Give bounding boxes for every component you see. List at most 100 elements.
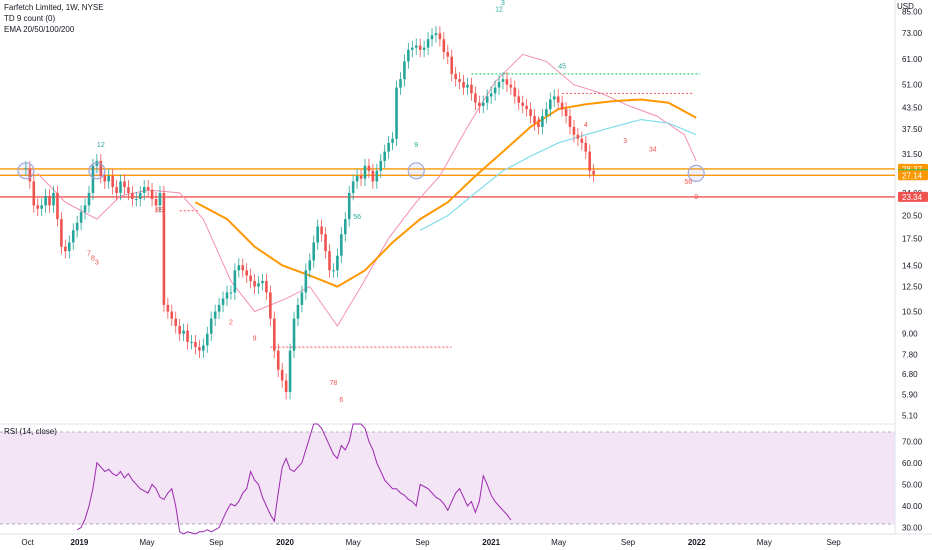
- rsi-band: [0, 432, 895, 524]
- candle-body: [308, 260, 312, 271]
- candle-body: [336, 255, 339, 271]
- candle-body: [568, 116, 572, 127]
- candle-body: [273, 318, 276, 351]
- time-axis-label: 2020: [276, 538, 294, 547]
- td-count-buy: 4: [537, 118, 541, 125]
- td-count-buy: 3: [95, 259, 99, 266]
- candle-body: [316, 226, 319, 243]
- candle-body: [28, 168, 32, 182]
- td-count-buy: 34: [649, 147, 657, 154]
- candle-body: [446, 52, 450, 57]
- candle-body: [560, 102, 564, 110]
- candle-body: [178, 325, 181, 334]
- candle-body: [48, 195, 51, 206]
- candle-body: [359, 176, 363, 179]
- circle-marker: [687, 164, 705, 182]
- td-count-buy: 78: [330, 380, 338, 387]
- candle-body: [481, 102, 485, 106]
- price-axis-tick: 7.80: [902, 350, 918, 359]
- candle-body: [513, 87, 517, 97]
- td-count-buy: 6: [339, 397, 343, 404]
- candle-body: [541, 116, 544, 127]
- candle-body: [67, 242, 71, 252]
- candle-body: [99, 160, 103, 177]
- candle-body: [343, 219, 347, 235]
- candle-body: [123, 181, 126, 188]
- candle-body: [363, 165, 367, 179]
- candle-body: [509, 84, 513, 88]
- time-axis-label: 2022: [688, 538, 706, 547]
- candle-body: [131, 192, 134, 200]
- candle-body: [138, 192, 142, 200]
- candle-body: [304, 270, 308, 293]
- candle-body: [478, 102, 481, 106]
- td-count-sell: 45: [558, 64, 566, 71]
- ema-label: EMA 20/50/100/200: [4, 25, 75, 34]
- candle-body: [300, 292, 304, 305]
- time-axis-label: May: [139, 538, 154, 547]
- price-axis: 85.0073.0061.0051.0043.5037.5031.5024.00…: [902, 7, 923, 420]
- candle-body: [150, 189, 154, 200]
- candle-body: [56, 192, 59, 220]
- price-tag: [898, 191, 928, 202]
- candle-body: [257, 283, 260, 287]
- candle-body: [209, 318, 213, 334]
- td-count-buy: 8: [91, 255, 95, 262]
- rsi-axis-tick: 70.00: [902, 437, 923, 446]
- candle-body: [552, 96, 556, 100]
- horizontal-levels: [0, 168, 895, 198]
- candle-body: [320, 226, 323, 235]
- candle-body: [205, 333, 209, 346]
- time-axis-label: Sep: [621, 538, 636, 547]
- candle-body: [572, 126, 576, 135]
- candle-body: [521, 102, 524, 106]
- candle-body: [32, 181, 36, 206]
- candle-body: [142, 187, 146, 193]
- time-axis-label: May: [551, 538, 566, 547]
- candle-body: [497, 81, 501, 88]
- price-axis-tick: 6.80: [902, 370, 918, 379]
- candle-body: [40, 205, 43, 209]
- candle-body: [450, 56, 454, 74]
- candle-body: [529, 109, 532, 117]
- rsi-axis-tick: 60.00: [902, 459, 923, 468]
- candle-body: [387, 142, 390, 152]
- candle-body: [584, 142, 588, 152]
- candle-body: [269, 292, 272, 319]
- candle-body: [462, 81, 465, 88]
- candle-body: [351, 181, 355, 193]
- price-axis-tick: 10.50: [902, 308, 923, 317]
- candle-body: [332, 270, 335, 272]
- candle-body: [434, 33, 438, 36]
- candle-body: [466, 84, 469, 88]
- rsi-axis: 70.00 60.00 50.00 40.00 30.00: [902, 437, 923, 532]
- candle-body: [438, 33, 442, 40]
- ema50-line: [194, 98, 697, 288]
- candle-body: [241, 265, 245, 271]
- candle-body: [537, 123, 540, 127]
- candle-body: [292, 318, 296, 351]
- td-count-sell: 12: [495, 6, 503, 13]
- td-count-buy: 2: [229, 319, 233, 326]
- td-count-sell: 3: [501, 0, 505, 7]
- candle-body: [458, 79, 461, 82]
- candle-body: [501, 79, 505, 82]
- candle-body: [229, 292, 233, 294]
- td-count-buy: 3: [623, 138, 627, 145]
- price-axis-tick: 31.50: [902, 150, 923, 159]
- candle-body: [407, 49, 410, 62]
- candle-body: [403, 61, 406, 80]
- candle-body: [202, 345, 205, 351]
- candle-body: [489, 93, 493, 97]
- candle-body: [312, 242, 316, 261]
- candle-body: [414, 45, 418, 48]
- time-axis-label: May: [346, 538, 361, 547]
- price-axis-tick: 73.00: [902, 29, 923, 38]
- candle-body: [60, 219, 63, 247]
- candle-body: [174, 318, 178, 326]
- price-axis-tick: 5.10: [902, 411, 918, 420]
- price-axis-tick: 14.50: [902, 261, 923, 270]
- candle-body: [564, 109, 568, 117]
- price-axis-tick: 5.90: [902, 390, 918, 399]
